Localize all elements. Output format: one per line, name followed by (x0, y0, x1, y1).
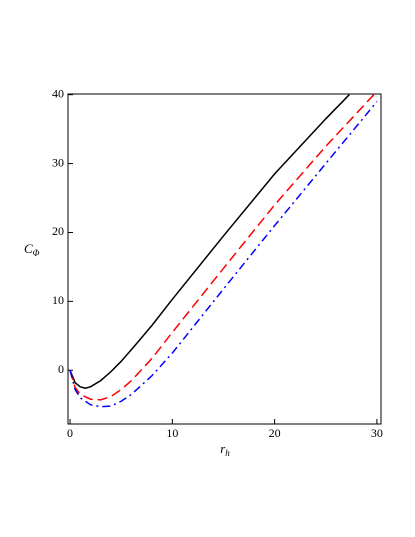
plot-frame (67, 93, 382, 425)
series-line (69, 94, 375, 401)
x-axis-label: rh (220, 441, 230, 458)
y-label-base: C (24, 241, 33, 256)
y-tick-label: 20 (52, 224, 64, 238)
x-tick-label: 0 (67, 426, 73, 440)
series-line (69, 101, 378, 408)
x-label-sub: h (225, 448, 230, 458)
y-tick-label: 10 (52, 293, 64, 307)
y-tick-label: 30 (52, 155, 64, 169)
x-tick-label: 20 (269, 426, 281, 440)
x-label-base: r (220, 441, 226, 456)
y-axis-label: CΦ (24, 241, 40, 258)
y-label-sub: Φ (33, 248, 40, 258)
y-tick-label: 0 (58, 362, 64, 376)
y-tick-label: 40 (52, 86, 64, 100)
series-line (69, 94, 350, 389)
x-tick-label: 10 (166, 426, 178, 440)
x-tick-label: 30 (371, 426, 383, 440)
